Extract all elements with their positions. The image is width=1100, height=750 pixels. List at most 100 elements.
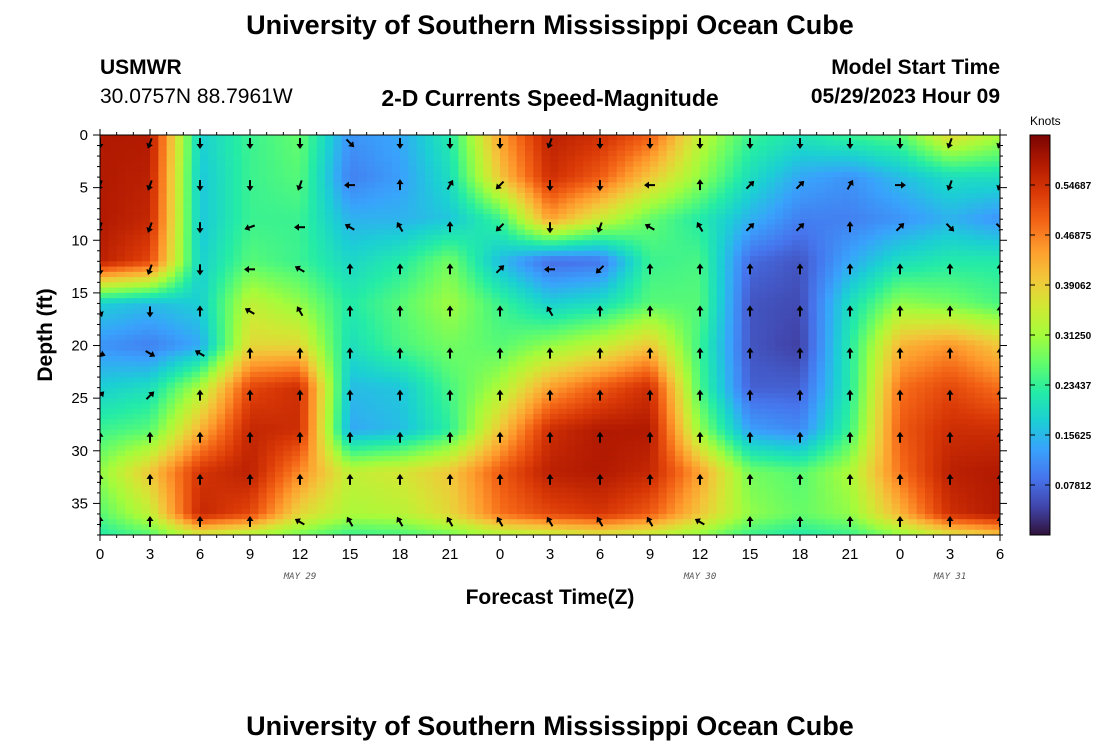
heatmap-cell xyxy=(766,319,776,326)
heatmap-cell xyxy=(241,213,251,220)
heatmap-cell xyxy=(333,187,343,194)
heatmap-cell xyxy=(858,198,868,205)
heatmap-cell xyxy=(325,298,334,305)
heatmap-cell xyxy=(125,235,134,241)
heatmap-cell xyxy=(591,303,601,310)
heatmap-cell xyxy=(725,198,734,205)
heatmap-cell xyxy=(283,377,293,383)
heatmap-cell xyxy=(283,371,293,378)
heatmap-cell xyxy=(150,245,159,252)
heatmap-cell xyxy=(191,319,201,326)
heatmap-cell xyxy=(416,277,426,283)
heatmap-cell xyxy=(450,308,459,315)
heatmap-cell xyxy=(450,329,459,336)
heatmap-cell xyxy=(350,192,359,199)
heatmap-cell xyxy=(566,219,576,226)
heatmap-cell xyxy=(166,356,176,362)
heatmap-cell xyxy=(958,335,968,341)
heatmap-cell xyxy=(616,240,626,247)
heatmap-cell xyxy=(541,145,551,152)
heatmap-cell xyxy=(483,319,493,326)
heatmap-cell xyxy=(166,182,176,189)
heatmap-cell xyxy=(800,277,809,283)
heatmap-cell xyxy=(333,261,343,268)
heatmap-cell xyxy=(291,366,301,373)
heatmap-cell xyxy=(900,245,909,252)
heatmap-cell xyxy=(725,308,734,315)
heatmap-cell xyxy=(116,203,126,210)
heatmap-cell xyxy=(550,240,559,247)
heatmap-cell xyxy=(933,292,943,299)
heatmap-cell xyxy=(366,240,376,247)
heatmap-cell xyxy=(258,298,268,305)
heatmap-cell xyxy=(416,298,426,305)
heatmap-cell xyxy=(725,356,734,362)
heatmap-cell xyxy=(983,140,993,147)
heatmap-cell xyxy=(958,135,968,141)
heatmap-cell xyxy=(658,140,668,147)
heatmap-cell xyxy=(908,245,918,252)
heatmap-cell xyxy=(875,224,884,231)
heatmap-cell xyxy=(383,282,393,289)
heatmap-cell xyxy=(533,313,543,320)
heatmap-cell xyxy=(450,192,459,199)
heatmap-cell xyxy=(525,371,534,378)
heatmap-cell xyxy=(516,298,526,305)
heatmap-cell xyxy=(291,256,301,262)
heatmap-cell xyxy=(125,324,134,331)
heatmap-cell xyxy=(250,335,259,341)
heatmap-cell xyxy=(875,256,884,262)
heatmap-cell xyxy=(291,240,301,247)
heatmap-cell xyxy=(500,187,509,194)
heatmap-cell xyxy=(716,224,726,231)
heatmap-cell xyxy=(908,219,918,226)
heatmap-cell xyxy=(291,282,301,289)
heatmap-cell xyxy=(583,282,593,289)
heatmap-cell xyxy=(991,166,1000,173)
heatmap-cell xyxy=(575,319,584,326)
heatmap-cell xyxy=(350,240,359,247)
heatmap-cell xyxy=(916,361,926,368)
heatmap-cell xyxy=(958,150,968,157)
heatmap-cell xyxy=(333,229,343,236)
heatmap-cell xyxy=(991,213,1000,220)
heatmap-cell xyxy=(391,235,401,241)
heatmap-cell xyxy=(916,177,926,183)
heatmap-cell xyxy=(191,303,201,310)
heatmap-cell xyxy=(608,313,618,320)
heatmap-cell xyxy=(725,266,734,273)
heatmap-cell xyxy=(516,324,526,331)
heatmap-cell xyxy=(450,298,459,305)
heatmap-cell xyxy=(516,166,526,173)
heatmap-cell xyxy=(333,313,343,320)
heatmap-cell xyxy=(200,335,209,341)
heatmap-cell xyxy=(725,135,734,141)
heatmap-cell xyxy=(350,261,359,268)
heatmap-cell xyxy=(658,324,668,331)
heatmap-cell xyxy=(133,161,143,168)
heatmap-cell xyxy=(416,182,426,189)
heatmap-cell xyxy=(991,203,1000,210)
heatmap-cell xyxy=(325,229,334,236)
heatmap-cell xyxy=(850,235,859,241)
heatmap-cell xyxy=(375,135,384,141)
heatmap-cell xyxy=(216,345,226,352)
heatmap-cell xyxy=(791,345,801,352)
heatmap-cell xyxy=(425,219,434,226)
heatmap-cell xyxy=(716,282,726,289)
heatmap-cell xyxy=(700,150,709,157)
heatmap-cell xyxy=(991,224,1000,231)
heatmap-cell xyxy=(741,277,751,283)
heatmap-cell xyxy=(216,219,226,226)
heatmap-cell xyxy=(558,350,568,357)
heatmap-cell xyxy=(775,219,784,226)
heatmap-cell xyxy=(533,335,543,341)
heatmap-cell xyxy=(891,319,901,326)
heatmap-cell xyxy=(666,203,676,210)
heatmap-cell xyxy=(683,271,693,278)
heatmap-cell xyxy=(625,145,634,152)
heatmap-cell xyxy=(133,224,143,231)
heatmap-cell xyxy=(741,361,751,368)
heatmap-cell xyxy=(816,192,826,199)
heatmap-cell xyxy=(433,182,443,189)
